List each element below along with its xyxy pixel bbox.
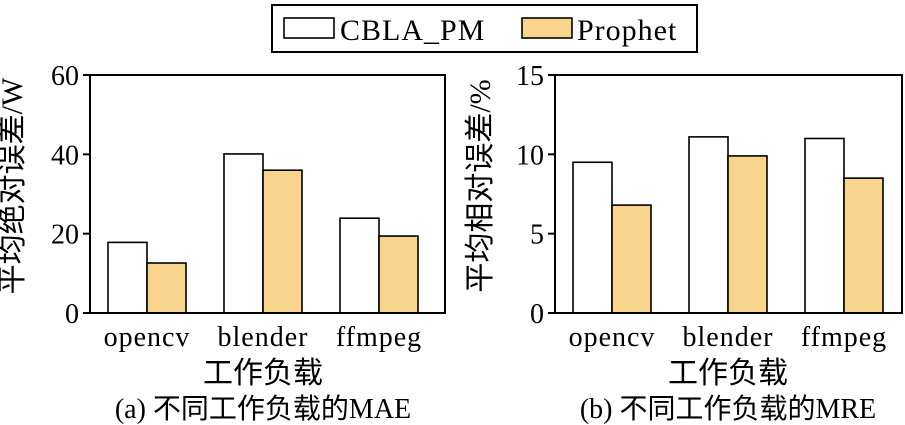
y-axis-label: 平均相对误差/% — [464, 79, 497, 292]
x-tick-label: blender — [218, 322, 309, 353]
bar-prophet-blender — [262, 169, 303, 314]
bar-cbla-pm-ffmpeg — [804, 137, 845, 314]
bar-prophet-opencv — [611, 204, 652, 314]
legend: CBLA_PM Prophet — [271, 4, 698, 53]
bar-prophet-blender — [727, 155, 768, 314]
x-axis-label: 工作负载 — [203, 357, 323, 390]
plot-frame — [554, 74, 903, 314]
bar-cbla-pm-blender — [223, 153, 264, 314]
x-tick-label: opencv — [569, 322, 656, 353]
bar-cbla-pm-blender — [688, 136, 729, 314]
bar-cbla-pm-ffmpeg — [339, 217, 380, 314]
chart-caption: (b) 不同工作负载的MRE — [580, 393, 876, 425]
y-tick-label: 15 — [516, 61, 544, 92]
bar-prophet-opencv — [146, 262, 187, 314]
chart-mae: opencv blender ffmpeg 0 20 40 60 工作负载(a) 不同工作负载… — [0, 61, 446, 425]
plot-frame — [89, 74, 446, 314]
x-tick-label: opencv — [104, 322, 191, 353]
chart-mre: opencv blender ffmpeg 0 5 10 15 工作负载(b) 不同工作负载的… — [464, 61, 903, 425]
legend-label-cbla-pm: CBLA_PM — [340, 14, 485, 47]
y-tick-label: 60 — [51, 61, 79, 92]
y-tick-label: 20 — [51, 220, 79, 251]
y-tick-label: 5 — [530, 220, 544, 251]
y-axis-label: 平均绝对误差/W — [0, 77, 29, 294]
y-tick-label: 10 — [516, 140, 544, 171]
legend-swatch-cbla-pm — [283, 17, 335, 39]
x-tick-label: ffmpeg — [336, 322, 422, 353]
bar-cbla-pm-opencv — [107, 241, 148, 314]
bar-cbla-pm-opencv — [572, 161, 613, 314]
legend-label-prophet: Prophet — [577, 14, 677, 47]
y-tick-label: 0 — [65, 299, 79, 330]
legend-swatch-prophet — [521, 17, 573, 39]
x-tick-label: ffmpeg — [801, 322, 887, 353]
y-tick-label: 0 — [530, 299, 544, 330]
chart-caption: (a) 不同工作负载的MAE — [115, 393, 411, 425]
x-tick-label: blender — [683, 322, 774, 353]
y-tick-label: 40 — [51, 140, 79, 171]
bar-prophet-ffmpeg — [378, 235, 419, 314]
legend-box — [271, 4, 698, 53]
x-axis-label: 工作负载 — [668, 357, 788, 390]
bar-prophet-ffmpeg — [843, 177, 884, 314]
